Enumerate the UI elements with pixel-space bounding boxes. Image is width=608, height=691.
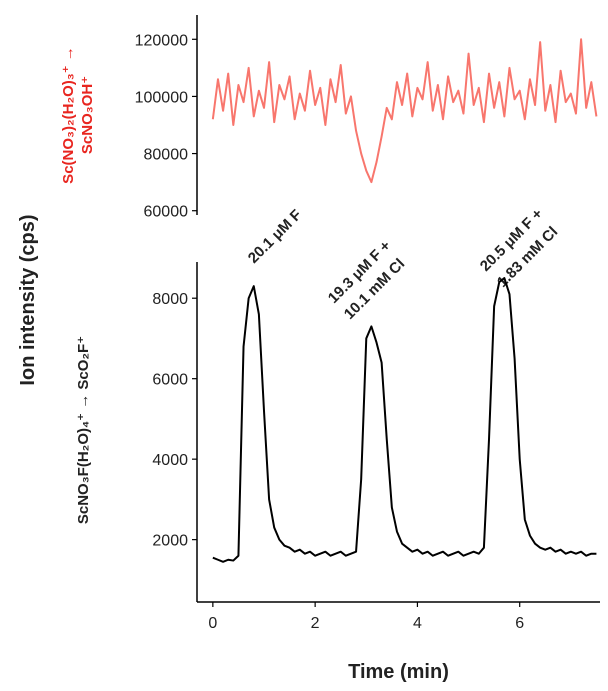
y-axis-label: Sc(NO₃)₂(H₂O)₃⁺ → — [60, 46, 77, 184]
y-tick-label: 6000 — [152, 372, 188, 389]
x-tick-label: 0 — [208, 615, 217, 632]
x-axis-label: Time (min) — [348, 661, 449, 683]
data-line — [211, 38, 598, 184]
x-tick-label: 4 — [413, 615, 422, 632]
y-tick-label: 100000 — [135, 89, 188, 106]
y-tick-label: 2000 — [152, 533, 188, 550]
y-tick-label: 60000 — [144, 204, 189, 221]
x-tick-label: 6 — [515, 615, 524, 632]
x-tick-label: 2 — [311, 615, 320, 632]
shared-y-label: Ion intensity (cps) — [17, 214, 39, 385]
y-tick-label: 4000 — [152, 452, 188, 469]
y-axis-label: ScNO₃F(H₂O)₄⁺ → ScO₂F⁺ — [75, 336, 92, 524]
data-line — [212, 277, 597, 563]
y-tick-label: 120000 — [135, 32, 188, 49]
y-tick-label: 80000 — [144, 147, 189, 164]
annotation: 20.1 μM F — [245, 206, 305, 266]
y-tick-label: 8000 — [152, 291, 188, 308]
y-axis-label: ScNO₃OH⁺ — [79, 76, 96, 154]
